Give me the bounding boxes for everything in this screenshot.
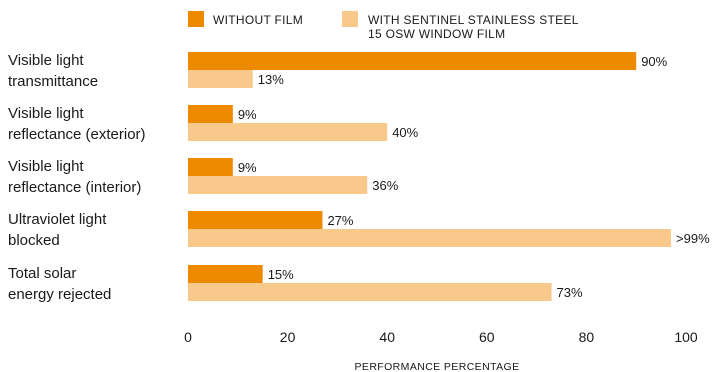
- x-tick-label: 80: [579, 329, 595, 345]
- legend-label-with-film-line: 15 OSW WINDOW FILM: [368, 27, 505, 41]
- legend-label-without-film: WITHOUT FILM: [213, 13, 303, 27]
- value-label-with-film: 13%: [258, 72, 284, 87]
- category-label-line: Visible light: [8, 52, 84, 69]
- category-label-line: Ultraviolet light: [8, 211, 107, 228]
- legend-label-with-film-line: WITH SENTINEL STAINLESS STEEL: [368, 13, 579, 27]
- bar-with-film: [188, 283, 552, 301]
- category-label-line: Visible light: [8, 105, 84, 122]
- value-label-with-film: 36%: [372, 178, 398, 193]
- value-label-without-film: 9%: [238, 107, 257, 122]
- value-label-with-film: 73%: [557, 285, 583, 300]
- bar-with-film: [188, 123, 388, 141]
- value-label-with-film: >99%: [676, 231, 710, 246]
- value-label-without-film: 90%: [641, 54, 667, 69]
- category-label: Ultraviolet light blocked: [8, 211, 107, 249]
- category-label: Visible light reflectance (interior): [8, 158, 141, 196]
- x-axis-title: PERFORMANCE PERCENTAGE: [355, 361, 520, 372]
- x-tick-label: 20: [280, 329, 296, 345]
- legend-swatch-with-film: [342, 11, 358, 27]
- category-label: Visible light reflectance (exterior): [8, 105, 146, 143]
- category-label-line: energy rejected: [8, 286, 111, 303]
- bar-without-film: [188, 158, 233, 176]
- bar-without-film: [188, 52, 637, 70]
- bar-with-film: [188, 70, 253, 88]
- value-label-without-film: 27%: [327, 213, 353, 228]
- category-label-line: Visible light: [8, 158, 84, 175]
- x-tick-label: 40: [379, 329, 395, 345]
- category-label-line: transmittance: [8, 73, 98, 90]
- category-label-line: Total solar: [8, 265, 76, 282]
- category-label: Visible light transmittance: [8, 52, 98, 90]
- category-label: Total solar energy rejected: [8, 265, 111, 303]
- value-label-without-film: 9%: [238, 160, 257, 175]
- bar-with-film: [188, 176, 368, 194]
- category-label-line: reflectance (exterior): [8, 126, 146, 143]
- legend-swatch-without-film: [188, 11, 204, 27]
- legend-label-with-film: WITH SENTINEL STAINLESS STEEL 15 OSW WIND…: [368, 13, 579, 41]
- category-label-line: blocked: [8, 232, 60, 249]
- value-label-with-film: 40%: [392, 125, 418, 140]
- value-label-without-film: 15%: [268, 267, 294, 282]
- x-tick-label: 100: [674, 329, 698, 345]
- x-tick-label: 60: [479, 329, 495, 345]
- bar-without-film: [188, 211, 323, 229]
- category-label-line: reflectance (interior): [8, 179, 141, 196]
- bar-without-film: [188, 265, 263, 283]
- bar-without-film: [188, 105, 233, 123]
- x-tick-label: 0: [184, 329, 192, 345]
- bar-with-film: [188, 229, 672, 247]
